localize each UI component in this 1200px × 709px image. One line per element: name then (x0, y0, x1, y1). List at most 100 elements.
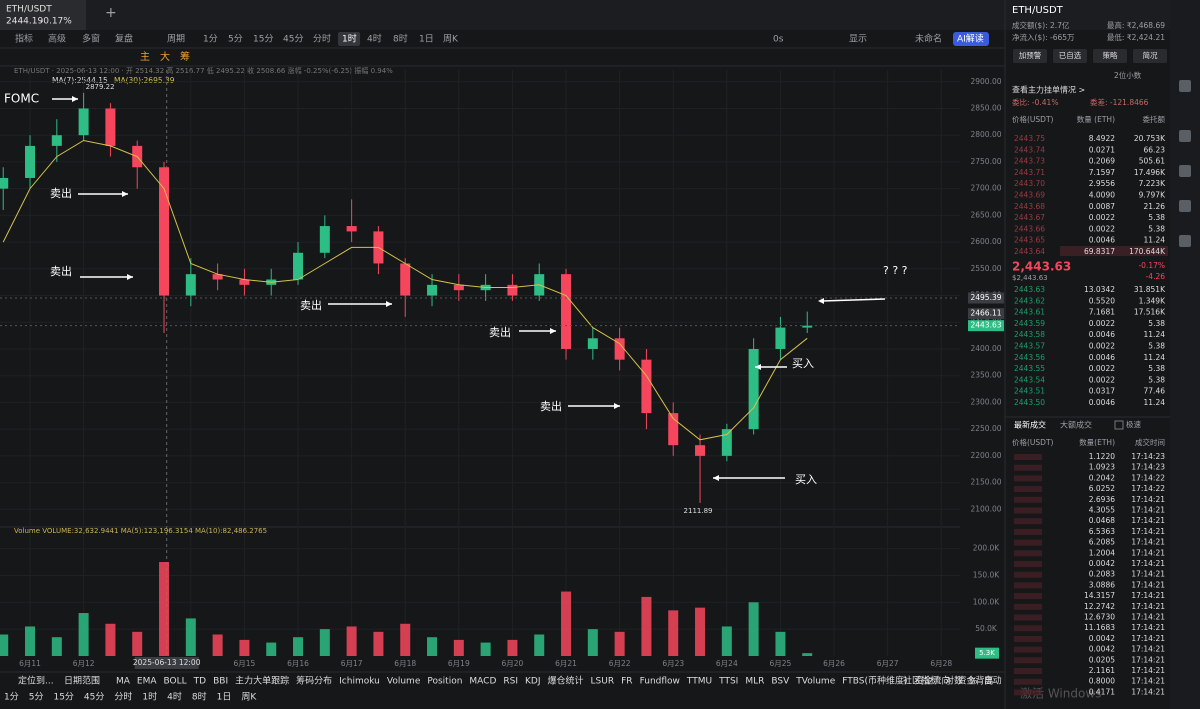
stat: 最低: ₹2,424.21 (1107, 32, 1165, 42)
indicator-tab[interactable]: 主力大单跟踪 (235, 675, 289, 687)
drawing-tool[interactable]: 主 (140, 51, 150, 63)
panel-button[interactable]: 简况 (1143, 50, 1159, 60)
indicator-tab[interactable]: RSI (503, 677, 518, 687)
candle-body (0, 177, 9, 189)
indicator-tab[interactable]: MLR (745, 677, 764, 687)
period-button[interactable]: 15分 (253, 34, 273, 45)
panel-button-bg[interactable] (1093, 49, 1127, 63)
period-button[interactable]: 5分 (228, 34, 243, 45)
period-button[interactable]: 5分 (29, 692, 44, 703)
trade-price-placeholder (1014, 678, 1042, 685)
panel-button-bg[interactable] (1133, 49, 1167, 63)
indicator-tab[interactable]: BOLL (164, 677, 187, 687)
volume-bar (132, 631, 143, 656)
bottom-button[interactable]: % (969, 677, 978, 687)
y-tick-label: 2800.00 (970, 130, 1001, 139)
indicator-tab[interactable]: BBI (213, 677, 228, 687)
new-tab[interactable]: + (105, 5, 117, 21)
tab-symbol[interactable]: ETH/USDT (6, 5, 52, 15)
indicator-tab[interactable]: BSV (771, 677, 790, 687)
period-button[interactable]: 1时 (342, 33, 357, 45)
indicator-tab[interactable]: TVolume (795, 677, 835, 687)
checkbox[interactable] (1114, 420, 1124, 430)
period-button[interactable]: 15分 (53, 692, 73, 703)
bottom-button[interactable]: 日期范围 (64, 675, 100, 687)
price-tag-bg (968, 320, 1004, 332)
period-button[interactable]: 1时 (142, 691, 157, 703)
panel-button-bg[interactable] (1053, 49, 1087, 63)
book-qty: 69.8317 (1084, 247, 1115, 256)
toolbar-button[interactable]: 指标 (15, 33, 33, 45)
indicator-tab[interactable]: Position (427, 677, 462, 687)
toolbar-button[interactable]: 复盘 (115, 33, 133, 45)
period-button[interactable]: 1分 (4, 692, 19, 703)
period-button[interactable]: 4时 (367, 33, 382, 45)
trade-tab[interactable]: 最新成交 (1014, 420, 1046, 430)
candle-body (802, 325, 813, 328)
drawing-tool[interactable]: 大 (160, 50, 170, 63)
main-orders-link[interactable]: 查看主力挂单情况 > (1012, 85, 1085, 95)
indicator-tab[interactable]: 资金背离 (958, 675, 994, 687)
period-button[interactable]: 8时 (393, 33, 408, 45)
indicator-tab[interactable]: Ichimoku (339, 677, 380, 687)
period-button[interactable]: 周K (443, 34, 459, 45)
indicator-tab[interactable]: 筹码分布 (296, 675, 332, 687)
bottom-button[interactable]: 自动 (984, 675, 1002, 687)
icon[interactable] (1179, 130, 1191, 142)
bottom-button[interactable]: 对数 (945, 675, 963, 687)
bottom-button[interactable]: 社区指标 (903, 675, 939, 687)
trade-time: 17:14:21 (1131, 570, 1165, 579)
indicator-tab[interactable]: Fundflow (640, 677, 680, 687)
indicator-tab[interactable]: EMA (137, 677, 157, 687)
indicator-tab[interactable]: LSUR (591, 677, 615, 687)
indicator-tab[interactable]: MA (116, 677, 131, 687)
toolbar-button[interactable]: 高级 (48, 33, 66, 45)
indicator-tab[interactable]: FTBS(币种维度) (842, 675, 907, 687)
indicator-tab[interactable]: TTMU (686, 677, 712, 687)
arrow-head (550, 328, 556, 334)
tab[interactable] (0, 0, 86, 30)
panel-button[interactable]: 策略 (1103, 50, 1119, 60)
toolbar-button[interactable]: 周期 (167, 34, 185, 45)
period-button[interactable]: 1分 (203, 34, 218, 45)
indicator-tab[interactable]: FR (621, 677, 632, 687)
period-button[interactable]: 45分 (84, 692, 104, 703)
icon[interactable] (1179, 165, 1191, 177)
indicator-tab[interactable]: 资金流向 (915, 675, 951, 687)
period-button[interactable]: 1日 (217, 692, 232, 703)
last-change: -0.17% (1138, 261, 1165, 270)
toolbar-button[interactable]: 显示 (849, 34, 867, 45)
trade-tab[interactable]: 极速 (1126, 419, 1142, 429)
toolbar-button[interactable]: 多窗 (82, 33, 100, 45)
panel-button[interactable]: 已自选 (1059, 50, 1082, 60)
icon[interactable] (1179, 200, 1191, 212)
indicator-tab[interactable]: MACD (469, 677, 496, 687)
decimals-select[interactable]: 2位小数 (1114, 70, 1142, 80)
period-button[interactable]: 分时 (114, 691, 132, 703)
period-button[interactable]: 4时 (167, 691, 182, 703)
toolbar-button[interactable]: 未命名 (915, 33, 942, 45)
period-button[interactable]: 8时 (192, 691, 207, 703)
panel-button-bg[interactable] (1013, 49, 1047, 63)
period-button[interactable]: 周K (241, 692, 257, 703)
period-button[interactable]: 45分 (283, 34, 303, 45)
x-tick-label: 6月23 (662, 659, 684, 668)
icon[interactable] (1179, 235, 1191, 247)
candle-body (668, 413, 679, 446)
drawing-tool[interactable]: 筹 (180, 50, 190, 63)
indicator-tab[interactable]: KDJ (525, 677, 541, 687)
toolbar-button[interactable]: AI解读 (957, 33, 984, 45)
trade-tab[interactable]: 大额成交 (1060, 420, 1092, 430)
candle-body (748, 348, 759, 430)
panel-button[interactable]: 加预警 (1019, 50, 1042, 60)
toolbar-button[interactable]: 0s (773, 35, 784, 45)
indicator-tab[interactable]: TD (193, 677, 206, 687)
x-tick-label: 6月12 (73, 659, 95, 668)
icon[interactable] (1179, 80, 1191, 92)
period-button[interactable]: 分时 (313, 33, 331, 45)
period-button[interactable]: 1日 (419, 34, 434, 45)
indicator-tab[interactable]: 爆仓统计 (548, 675, 584, 687)
bottom-button[interactable]: 定位到... (18, 675, 54, 687)
indicator-tab[interactable]: Volume (387, 677, 421, 687)
indicator-tab[interactable]: TTSI (718, 677, 738, 687)
